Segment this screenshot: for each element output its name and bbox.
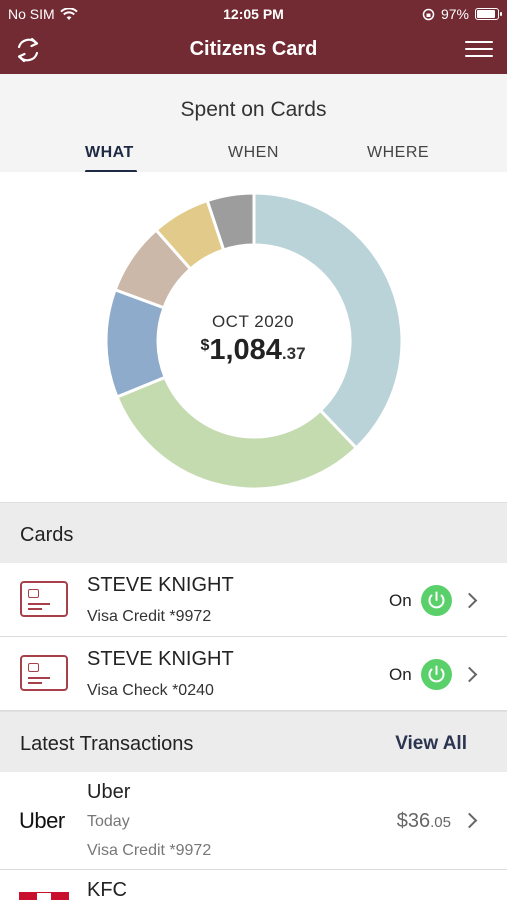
active-tab-indicator [85, 170, 137, 173]
transaction-amount-whole: $36 [396, 810, 431, 832]
cards-section-header: Cards [0, 502, 507, 563]
battery-icon [475, 8, 502, 20]
orientation-lock-icon [422, 8, 435, 20]
transaction-date: Today [87, 813, 130, 830]
transaction-card: Visa Credit *9972 [87, 842, 212, 859]
transaction-amount-cents: .05 [430, 814, 451, 831]
transactions-section-label: Latest Transactions [20, 733, 194, 755]
chart-period: OCT 2020 [211, 312, 295, 331]
wifi-icon [59, 7, 78, 20]
power-icon [428, 665, 445, 683]
card-power-toggle[interactable] [421, 659, 452, 690]
tab-what[interactable]: WHAT [85, 144, 134, 161]
view-all-link[interactable]: View All [395, 733, 467, 754]
chevron-right-icon[interactable] [461, 592, 478, 609]
card-type: Visa Credit *9972 [87, 608, 212, 625]
app-title: Citizens Card [189, 38, 318, 60]
status-bar: No SIM 12:05 PM 97% [0, 0, 507, 28]
chart-center: OCT 2020 $1,084.37 [153, 312, 353, 367]
card-state-label: On [389, 665, 412, 684]
status-right: 97% [422, 6, 502, 22]
donut-slice-1[interactable] [252, 191, 404, 451]
card-row[interactable]: STEVE KNIGHT Visa Credit *9972 On [0, 564, 507, 637]
transaction-row[interactable]: Uber Uber Today Visa Credit *9972 $36.05 [0, 772, 507, 870]
tab-when[interactable]: WHEN [228, 144, 279, 161]
spent-header: Spent on Cards WHAT WHEN WHERE [0, 74, 507, 173]
carrier-text: No SIM [8, 6, 55, 22]
tab-where[interactable]: WHERE [367, 144, 430, 161]
refresh-icon[interactable] [12, 34, 44, 66]
card-holder-name: STEVE KNIGHT [87, 648, 234, 670]
nav-bar: Citizens Card [0, 28, 507, 74]
spent-title: Spent on Cards [180, 98, 327, 121]
chart-total: $1,084.37 [153, 334, 353, 367]
transaction-merchant: Uber [87, 781, 131, 803]
chevron-right-icon[interactable] [461, 812, 478, 829]
chart-currency: $ [200, 337, 210, 354]
donut-slice-6[interactable] [205, 191, 256, 252]
cards-section-label: Cards [20, 524, 74, 546]
card-row[interactable]: STEVE KNIGHT Visa Check *0240 On [0, 638, 507, 711]
power-icon [428, 591, 445, 609]
transaction-amount: $36.05 [397, 810, 451, 833]
transaction-row[interactable]: KFC [0, 870, 507, 900]
card-power-toggle[interactable] [421, 585, 452, 616]
card-state-label: On [389, 591, 412, 610]
spending-chart: OCT 2020 $1,084.37 [0, 172, 507, 502]
uber-logo: Uber [19, 808, 65, 833]
credit-card-icon [20, 655, 68, 691]
chevron-right-icon[interactable] [461, 666, 478, 683]
transactions-section-header: Latest Transactions View All [0, 711, 507, 772]
card-holder-name: STEVE KNIGHT [87, 574, 234, 596]
donut-slice-2[interactable] [115, 375, 359, 491]
kfc-logo [19, 892, 69, 900]
battery-percent: 97% [440, 6, 469, 22]
spent-tabs: WHAT WHEN WHERE [0, 142, 507, 172]
chart-amount-cents: .37 [281, 344, 306, 363]
hamburger-menu-icon[interactable] [463, 38, 495, 64]
donut-chart [104, 191, 404, 491]
card-type: Visa Check *0240 [87, 682, 214, 699]
transaction-merchant: KFC [87, 879, 127, 900]
chart-amount-whole: 1,084 [209, 334, 282, 366]
status-time: 12:05 PM [223, 6, 284, 22]
status-left: No SIM [8, 6, 78, 22]
credit-card-icon [20, 581, 68, 617]
